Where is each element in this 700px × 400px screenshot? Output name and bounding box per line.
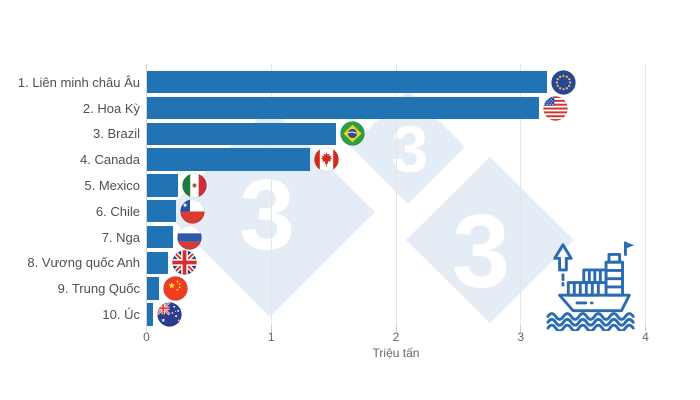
axis-tick: [520, 326, 522, 332]
bar-uk: [146, 251, 168, 274]
bar-australia: [146, 303, 153, 326]
bar-russia: [146, 225, 173, 249]
flag-uk: [172, 250, 197, 275]
bar-china: [146, 277, 159, 300]
canada-flag-icon: [314, 147, 339, 172]
flag-china: [163, 276, 188, 301]
flag-us: [543, 95, 569, 121]
axis-tick: [645, 326, 646, 332]
wave-icon: [546, 312, 635, 321]
x-tick-label: 0: [143, 330, 150, 344]
category-label: 4. Canada: [80, 152, 140, 168]
flag-australia: [157, 302, 182, 327]
bar-eu: [146, 71, 547, 94]
mexico-flag-icon: [181, 173, 207, 198]
category-label: 6. Chile: [95, 203, 140, 219]
watermark-digit: 3: [392, 112, 429, 186]
flag-chile: [180, 198, 206, 224]
bar-canada: [146, 148, 310, 171]
flag-brazil: [340, 121, 365, 146]
brazil-flag-icon: [340, 121, 365, 146]
us-flag-icon: [543, 95, 569, 121]
category-label: 3. Brazil: [93, 126, 140, 142]
uk-flag-icon: [172, 250, 197, 275]
category-label: 2. Hoa Kỳ: [82, 100, 140, 116]
china-flag-icon: [163, 276, 188, 301]
russia-flag-icon: [176, 224, 202, 250]
wave-icon: [546, 323, 635, 331]
flag-russia: [176, 224, 202, 250]
gridline: [395, 64, 397, 326]
watermark-digit: 3: [452, 194, 510, 310]
x-axis-title: Triệu tấn: [372, 346, 420, 360]
x-tick-label: 3: [517, 330, 525, 344]
gridline: [270, 64, 272, 326]
up-arrow-icon: [553, 243, 573, 272]
x-tick-label: 2: [392, 330, 400, 344]
flag-mexico: [181, 173, 207, 198]
axis-tick: [395, 326, 397, 332]
chile-flag-icon: [180, 198, 206, 224]
wave-icon: [546, 317, 635, 327]
category-label: 9. Trung Quốc: [57, 281, 140, 297]
flag-canada: [314, 147, 339, 172]
bar-chile: [146, 200, 177, 223]
bar-us: [146, 96, 540, 120]
watermark-diamond: [406, 157, 574, 323]
x-tick-label: 4: [642, 330, 649, 344]
y-axis-line: [146, 64, 147, 332]
category-label: 5. Mexico: [84, 177, 140, 193]
eu-flag-icon: [551, 69, 576, 95]
watermark-digit: 3: [239, 159, 295, 271]
x-tick-label: 1: [267, 330, 275, 344]
australia-flag-icon: [157, 302, 182, 327]
gridline: [645, 64, 646, 326]
category-label: 7. Nga: [101, 229, 140, 245]
cargo-ship-export-icon: [546, 241, 635, 331]
category-label: 10. Úc: [102, 306, 140, 322]
axis-tick: [270, 326, 272, 332]
category-label: 8. Vương quốc Anh: [27, 255, 140, 271]
category-label: 1. Liên minh châu Âu: [17, 74, 140, 90]
bar-mexico: [146, 174, 178, 197]
flag-eu: [551, 69, 576, 95]
gridline: [520, 64, 522, 326]
bar-brazil: [146, 122, 337, 145]
